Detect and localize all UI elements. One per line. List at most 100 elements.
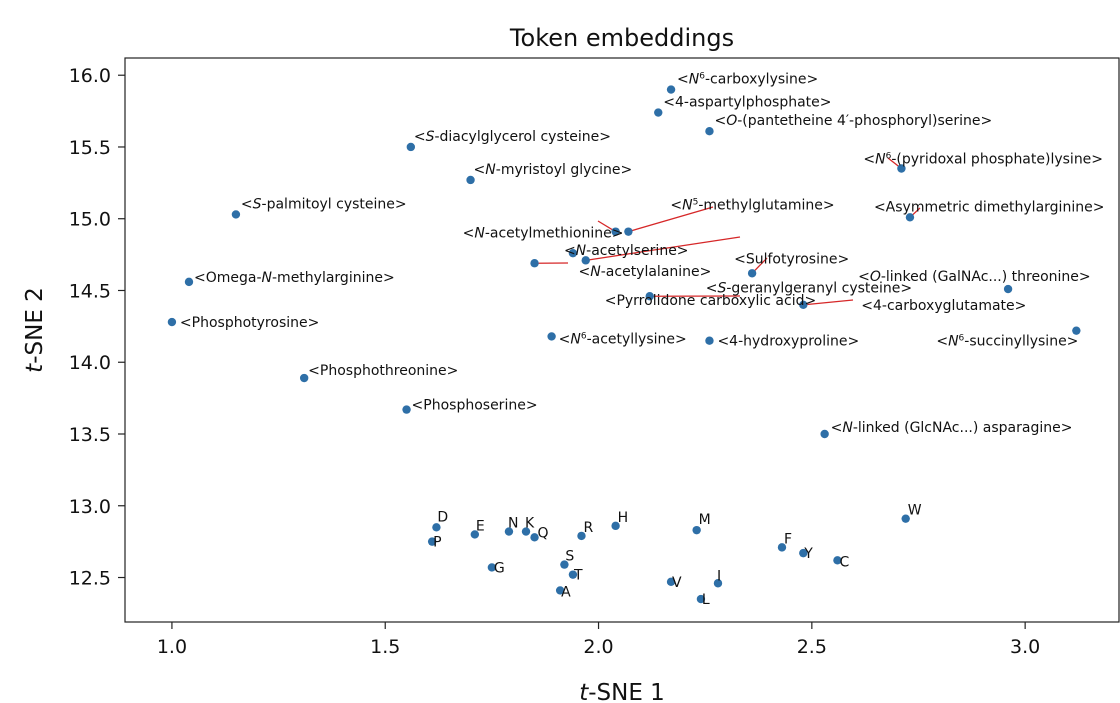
y-tick-label: 15.5: [69, 137, 111, 159]
point-label: D: [437, 509, 448, 525]
point-label: <N-acetylalanine>: [579, 264, 712, 280]
point-label: <Pyrrolidone carboxylic acid>: [605, 293, 816, 309]
point-label: C: [839, 554, 849, 570]
data-point: [299, 373, 309, 383]
y-axis-label: t-SNE 2: [22, 287, 48, 373]
x-axis-label: t-SNE 1: [579, 680, 665, 703]
point-label: F: [784, 531, 792, 547]
point-label: <Phosphoserine>: [412, 398, 538, 414]
plot-area: [124, 57, 1120, 623]
point-label: V: [672, 575, 682, 591]
point-label: <4-aspartylphosphate>: [663, 95, 831, 111]
point-label: <O-(pantetheine 4′-phosphoryl)serine>: [714, 113, 992, 129]
point-label: <N6-acetyllysine>: [559, 331, 687, 347]
data-point: [432, 523, 441, 532]
point-label: <Asymmetric dimethylarginine>: [874, 199, 1104, 215]
data-point: [521, 527, 531, 536]
data-point: [406, 142, 416, 152]
point-label: <N-linked (GlcNAc...) asparagine>: [831, 420, 1073, 436]
data-point: [777, 543, 787, 552]
point-label: <O-linked (GalNAc...) threonine>: [858, 269, 1091, 285]
point-label: E: [476, 518, 485, 534]
data-point: [833, 556, 842, 565]
data-point: [1072, 326, 1081, 335]
point-label: H: [618, 510, 629, 526]
data-point: [747, 269, 757, 278]
data-point: [560, 560, 569, 569]
x-axis: 1.0 1.5 2.0 2.5 3.0: [157, 622, 1040, 658]
data-point: [466, 175, 475, 185]
point-label: <N-myristoyl glycine>: [474, 162, 633, 178]
point-label: Y: [803, 546, 813, 562]
data-point: [611, 227, 620, 236]
data-point: [402, 405, 411, 414]
data-point: [530, 259, 539, 268]
point-label: <4-hydroxyproline>: [717, 334, 859, 350]
y-tick-label: 15.0: [69, 209, 111, 231]
data-point: [666, 85, 676, 94]
data-point: [581, 256, 590, 265]
y-tick-label: 13.0: [69, 496, 111, 518]
point-label: A: [561, 584, 571, 600]
data-point: [184, 277, 194, 287]
point-label: N: [508, 516, 518, 532]
data-point: [530, 533, 539, 542]
leader-line: [803, 299, 854, 306]
data-point: [611, 521, 620, 531]
point-label: Q: [538, 525, 549, 541]
data-point: [504, 527, 514, 536]
point-label: <Phosphothreonine>: [308, 363, 458, 379]
point-label: S: [565, 549, 574, 565]
point-labels: <N6-carboxylysine> <4-aspartylphosphate> <…: [180, 72, 1105, 608]
point-label: <Omega-N-methylarginine>: [194, 270, 395, 286]
data-point: [799, 300, 808, 310]
point-label: <4-carboxyglutamate>: [861, 298, 1026, 314]
data-point: [696, 594, 706, 604]
point-label: <N6-carboxylysine>: [677, 72, 818, 88]
leader-line: [585, 236, 741, 261]
point-label: L: [702, 592, 710, 608]
data-point: [547, 332, 556, 341]
data-point: [692, 525, 701, 535]
data-point: [897, 164, 906, 173]
data-point: [427, 537, 437, 546]
data-point: [1003, 284, 1013, 294]
x-tick-label: 1.0: [157, 636, 187, 658]
point-label: <N-acetylserine>: [564, 243, 689, 259]
data-point: [705, 336, 714, 345]
point-label: <S-palmitoyl cysteine>: [241, 196, 407, 212]
point-label: G: [494, 560, 505, 576]
leader-line: [628, 206, 714, 233]
data-point: [555, 586, 565, 595]
data-point: [487, 563, 497, 572]
point-label: <N6-(pyridoxal phosphate)lysine>: [863, 152, 1103, 168]
point-label: <N-acetylmethionine>: [463, 226, 624, 242]
y-tick-label: 12.5: [69, 568, 111, 590]
point-label: <N5-methylglutamine>: [670, 198, 834, 214]
data-point: [713, 579, 723, 588]
data-point: [820, 429, 829, 439]
point-label: M: [699, 512, 711, 528]
point-label: R: [583, 520, 593, 536]
x-tick-label: 2.0: [583, 636, 613, 658]
data-point: [167, 317, 177, 327]
data-point: [799, 548, 808, 558]
data-point: [645, 292, 654, 301]
y-tick-label: 14.5: [69, 280, 111, 302]
x-tick-label: 1.5: [370, 636, 400, 658]
data-point: [654, 108, 663, 117]
data-point: [577, 531, 586, 541]
point-label: P: [433, 535, 441, 551]
data-point: [470, 530, 480, 539]
y-tick-label: 16.0: [69, 65, 111, 87]
x-tick-label: 3.0: [1010, 636, 1040, 658]
data-point: [568, 570, 578, 579]
point-label: <S-diacylglycerol cysteine>: [414, 129, 611, 145]
y-tick-label: 13.5: [69, 424, 111, 446]
point-label: T: [573, 568, 583, 584]
y-axis: 12.5 13.0 13.5 14.0 14.5 15.0 15.5 16.0: [69, 65, 125, 590]
data-points: [167, 85, 1081, 604]
data-point: [901, 514, 910, 523]
point-label: <N6-succinyllysine>: [936, 334, 1078, 350]
